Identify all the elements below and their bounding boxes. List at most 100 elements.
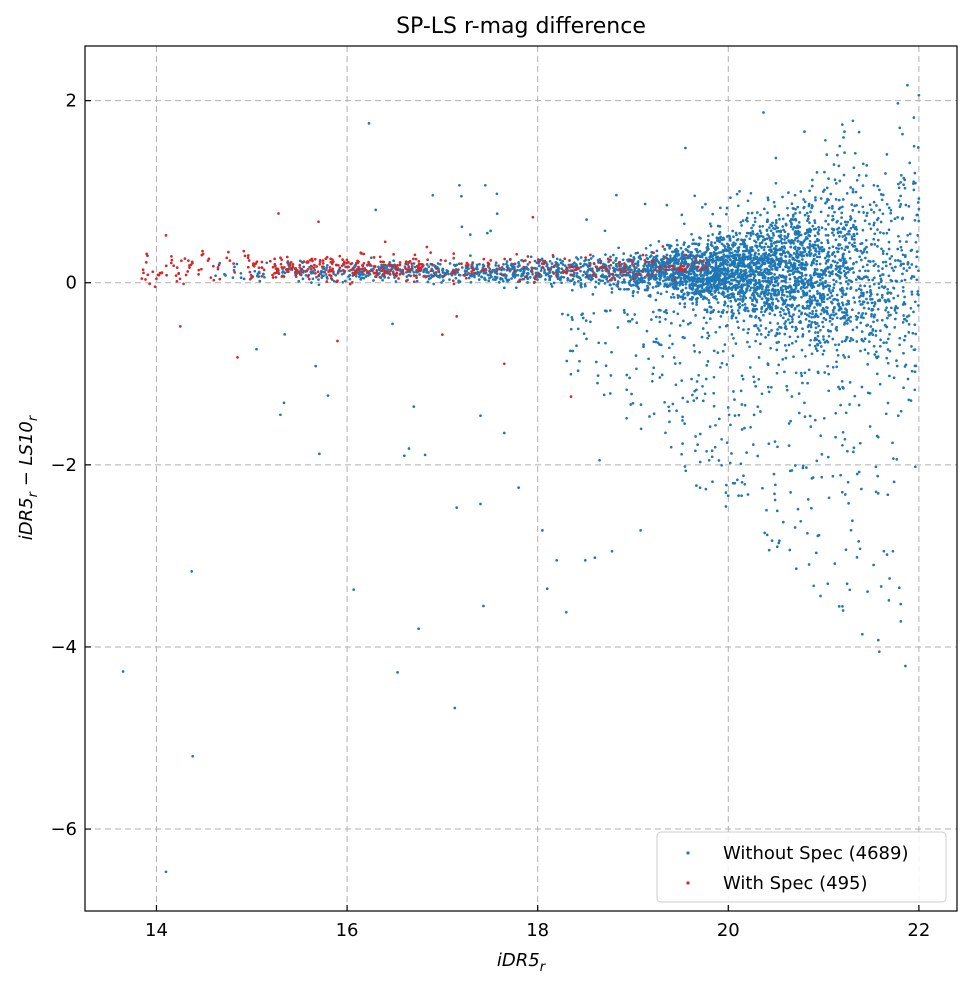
data-point: [631, 260, 634, 264]
data-point: [738, 279, 742, 283]
data-point: [760, 310, 763, 314]
data-point: [681, 415, 684, 419]
data-point: [832, 310, 835, 314]
data-point: [822, 316, 826, 320]
data-point: [533, 259, 537, 263]
data-point: [831, 474, 835, 478]
data-point: [783, 230, 787, 234]
data-point: [836, 153, 839, 157]
data-point: [675, 254, 679, 258]
data-point: [806, 531, 809, 535]
data-point: [644, 246, 648, 250]
data-point: [592, 262, 596, 265]
data-point: [750, 302, 754, 306]
data-point: [801, 327, 804, 331]
data-point: [810, 477, 814, 480]
data-point: [307, 277, 311, 281]
data-point: [829, 329, 833, 333]
data-point: [791, 304, 795, 307]
data-point: [539, 269, 543, 272]
data-point: [668, 265, 671, 269]
data-point: [849, 218, 852, 222]
data-point: [742, 292, 746, 296]
data-point: [803, 415, 807, 418]
data-point: [634, 276, 638, 280]
data-point: [838, 306, 842, 310]
data-point: [708, 222, 712, 226]
data-point: [767, 390, 771, 394]
data-point: [816, 331, 820, 334]
data-point: [690, 258, 694, 261]
data-point: [352, 588, 356, 591]
data-point: [769, 229, 773, 233]
data-point: [516, 273, 520, 277]
data-point: [657, 274, 661, 278]
data-point: [909, 277, 913, 280]
data-point: [526, 272, 530, 276]
data-point: [795, 270, 799, 274]
data-point: [622, 308, 626, 312]
data-point: [688, 279, 691, 283]
data-point: [721, 349, 725, 353]
data-point: [686, 400, 689, 404]
data-point: [887, 240, 891, 244]
data-point: [853, 227, 857, 230]
data-point: [737, 326, 740, 329]
data-point: [669, 273, 673, 276]
data-point: [457, 268, 460, 271]
data-point: [710, 455, 714, 459]
data-point: [762, 111, 765, 114]
data-point: [742, 269, 746, 273]
data-point: [731, 314, 735, 317]
data-point: [817, 533, 821, 537]
data-point: [772, 284, 775, 287]
data-point: [890, 254, 894, 258]
data-point: [701, 327, 705, 330]
data-point: [727, 244, 731, 247]
data-point: [728, 263, 732, 266]
data-point: [910, 274, 914, 278]
data-point: [807, 563, 811, 566]
data-point: [559, 271, 563, 274]
data-point: [677, 271, 681, 275]
data-point: [887, 599, 891, 602]
data-point: [762, 207, 766, 211]
data-point: [626, 268, 630, 272]
data-point: [402, 454, 406, 458]
data-point: [813, 418, 817, 422]
data-point: [268, 259, 272, 263]
data-point: [678, 302, 682, 305]
data-point: [827, 287, 831, 291]
data-point: [811, 244, 815, 248]
data-point: [772, 241, 776, 245]
data-point: [884, 308, 887, 312]
data-point: [587, 258, 591, 262]
data-point: [822, 284, 825, 288]
data-point: [912, 116, 916, 119]
data-point: [889, 313, 892, 317]
data-point: [905, 319, 909, 323]
data-point: [549, 282, 553, 286]
data-point: [184, 273, 188, 277]
data-point: [793, 263, 796, 267]
data-point: [676, 249, 680, 253]
data-point: [705, 449, 708, 453]
data-point: [479, 414, 482, 418]
data-point: [878, 188, 881, 192]
data-point: [591, 269, 594, 273]
data-point: [803, 371, 807, 375]
data-point: [788, 335, 792, 339]
data-point: [362, 262, 366, 265]
data-point: [712, 308, 716, 312]
data-point: [872, 237, 876, 241]
data-point: [755, 333, 759, 336]
data-point: [851, 519, 854, 523]
data-point: [545, 263, 549, 266]
data-point: [664, 308, 668, 312]
data-point: [681, 335, 685, 339]
data-point: [872, 282, 876, 286]
data-point: [318, 272, 322, 276]
data-point: [592, 311, 596, 315]
data-point: [723, 295, 726, 299]
data-point: [413, 274, 416, 278]
